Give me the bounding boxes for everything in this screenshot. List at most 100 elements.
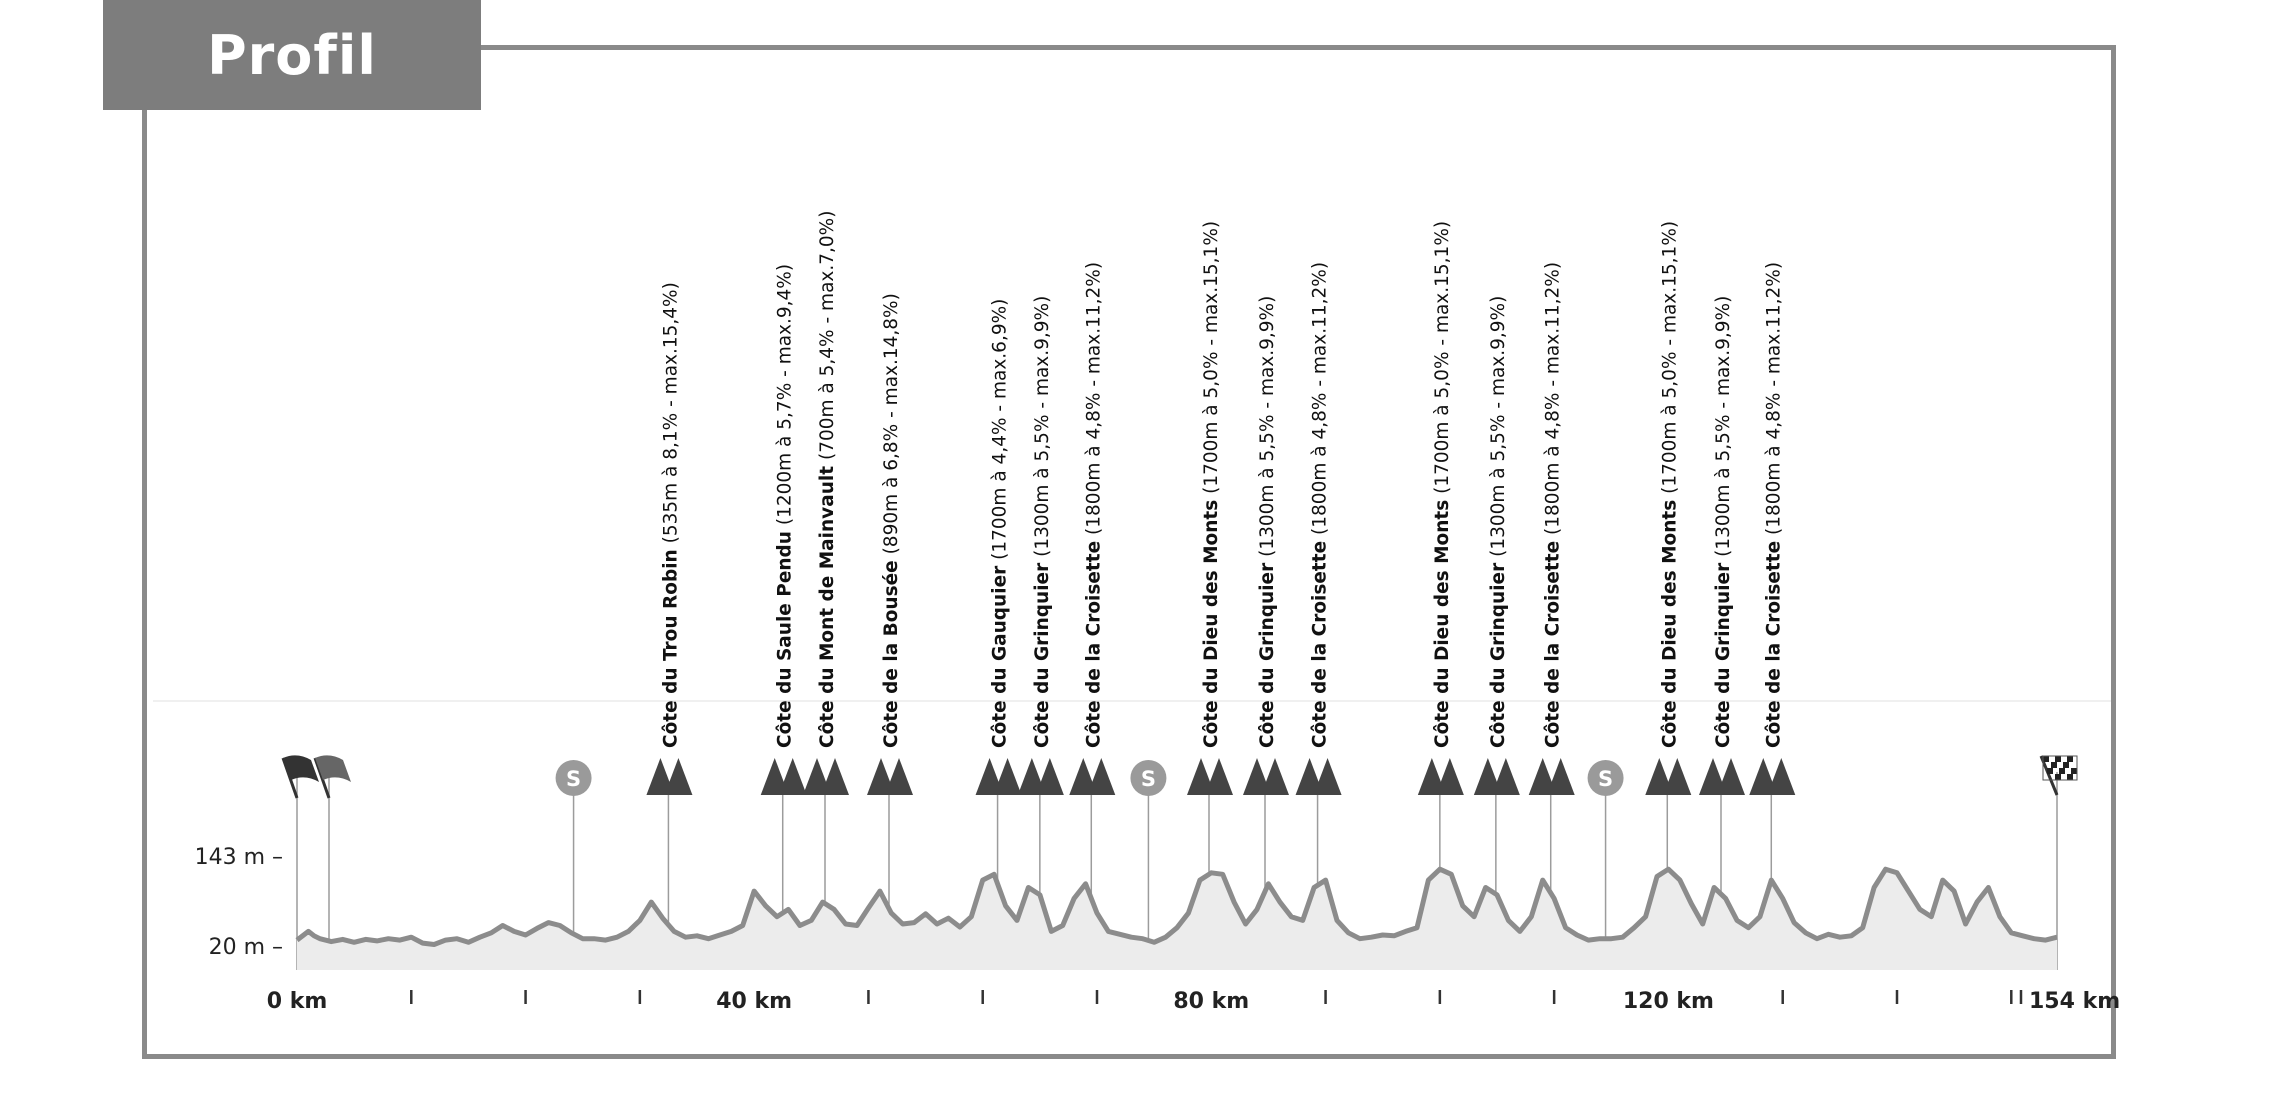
climb-detail: (700m à 5,4% - max.7,0%)	[817, 211, 838, 466]
sprint-icon	[1587, 760, 1624, 796]
x-tick-label: 0 km	[267, 989, 328, 1014]
climb-label: Côte du Dieu des Monts (1700m à 5,0% - m…	[1659, 221, 1680, 748]
climb-icon	[993, 758, 1022, 795]
climb-detail: (1800m à 4,8% - max.11,2%)	[1543, 262, 1564, 541]
climb-label: Côte du Grinquier (1300m à 5,5% - max.9,…	[1488, 296, 1509, 748]
climb-icon	[1435, 758, 1464, 795]
finish-flag-check	[2063, 762, 2069, 768]
climb-label: Côte du Saule Pendu (1200m à 5,7% - max.…	[775, 264, 796, 748]
climb-label: Côte de la Croisette (1800m à 4,8% - max…	[1310, 262, 1331, 748]
climb-label: Côte du Grinquier (1300m à 5,5% - max.9,…	[1713, 296, 1734, 748]
climb-detail: (1300m à 5,5% - max.9,9%)	[1713, 296, 1734, 563]
climb-label: Côte de la Croisette (1800m à 4,8% - max…	[1083, 262, 1104, 748]
climb-name: Côte de la Croisette	[1083, 541, 1104, 748]
x-tick-label: 80 km	[1173, 989, 1249, 1014]
climb-icon	[821, 758, 849, 795]
sprint-label: S	[566, 767, 581, 791]
sprint-label: S	[1141, 767, 1156, 791]
climb-icon	[1767, 758, 1796, 795]
climb-name: Côte de la Croisette	[1310, 541, 1331, 748]
climb-icon	[1699, 758, 1727, 795]
climb-name: Côte du Mont de Mainvault	[817, 466, 838, 748]
page-title: Profil	[103, 0, 481, 110]
climb-name: Côte de la Croisette	[1543, 541, 1564, 748]
climb-detail: (1700m à 4,4% - max.6,9%)	[990, 299, 1011, 566]
climb-label: Côte du Gauquier (1700m à 4,4% - max.6,9…	[990, 299, 1011, 748]
finish-flag-check	[2067, 756, 2073, 762]
climb-icon	[1645, 758, 1674, 795]
climb-label: Côte de la Croisette (1800m à 4,8% - max…	[1543, 262, 1564, 748]
finish-flag-check	[2051, 762, 2057, 768]
climb-icon	[1546, 758, 1575, 795]
climb-detail: (1700m à 5,0% - max.15,1%)	[1659, 221, 1680, 500]
elevation-area-fill	[297, 869, 2057, 970]
start-flag-icon	[283, 755, 319, 782]
climb-icon	[885, 758, 913, 795]
climb-icon	[1717, 758, 1745, 795]
climb-detail: (1200m à 5,7% - max.9,4%)	[775, 264, 796, 531]
climb-labels: Côte du Trou Robin (535m à 8,1% - max.15…	[660, 211, 1784, 748]
climb-name: Côte du Grinquier	[1257, 562, 1278, 748]
climb-icon	[1473, 758, 1502, 795]
climb-icon	[867, 758, 895, 795]
climb-name: Côte du Trou Robin	[660, 549, 681, 748]
elevation-line	[295, 866, 2058, 947]
climb-icon	[1087, 758, 1116, 795]
finish-flag-icon	[2039, 755, 2078, 796]
climb-label: Côte du Dieu des Monts (1700m à 5,0% - m…	[1201, 221, 1222, 748]
climb-name: Côte du Gauquier	[990, 565, 1011, 748]
climb-detail: (1800m à 4,8% - max.11,2%)	[1310, 262, 1331, 541]
climb-detail: (535m à 8,1% - max.15,4%)	[660, 282, 681, 549]
climb-icon	[1295, 758, 1324, 795]
climb-icon	[1243, 758, 1271, 795]
finish-flag-check	[2043, 756, 2049, 762]
x-tick-label: 154 km	[2029, 989, 2120, 1014]
climb-icon	[1491, 758, 1520, 795]
chart-top-band	[153, 700, 2111, 702]
climb-label: Côte du Trou Robin (535m à 8,1% - max.15…	[660, 282, 681, 748]
climb-icon	[803, 758, 831, 795]
chart-background	[153, 700, 2111, 702]
climb-detail: (1700m à 5,0% - max.15,1%)	[1201, 221, 1222, 500]
climb-icon	[1069, 758, 1098, 795]
climb-name: Côte du Grinquier	[1713, 562, 1734, 748]
climb-name: Côte de la Croisette	[1763, 541, 1784, 748]
climb-label: Côte du Grinquier (1300m à 5,5% - max.9,…	[1257, 296, 1278, 748]
axes: 143 m – 20 m – 0 km 40 km 80 km 120 km 154 km	[195, 845, 2121, 1014]
profile-frame	[142, 45, 2116, 1059]
finish-flag-check	[2067, 774, 2073, 780]
finish-flag-pole	[2039, 755, 2059, 796]
climb-icon	[1261, 758, 1289, 795]
climb-detail: (1800m à 4,8% - max.11,2%)	[1763, 262, 1784, 541]
climb-detail: (1300m à 5,5% - max.9,9%)	[1257, 296, 1278, 563]
sprint-icon	[555, 760, 592, 796]
climb-icon	[1749, 758, 1778, 795]
finish-flag-check	[2055, 774, 2061, 780]
climb-icon	[1313, 758, 1342, 795]
climb-name: Côte du Saule Pendu	[775, 531, 796, 748]
x-tick-label: 40 km	[716, 989, 792, 1014]
x-tick-label: 120 km	[1623, 989, 1714, 1014]
finish-flag-check	[2047, 768, 2053, 774]
climb-icon	[1205, 758, 1233, 795]
climb-name: Côte du Grinquier	[1488, 562, 1509, 748]
start-flag-pole-icon	[281, 757, 299, 799]
y-tick-label: 20 m –	[209, 935, 283, 960]
sprint-icon	[1130, 760, 1167, 796]
finish-flag-check	[2059, 768, 2065, 774]
climb-label: Côte du Dieu des Monts (1700m à 5,0% - m…	[1432, 221, 1453, 748]
climb-icon	[1187, 758, 1215, 795]
sprint-label: S	[1598, 767, 1613, 791]
climb-name: Côte du Grinquier	[1032, 562, 1053, 748]
climb-icon	[778, 758, 807, 795]
climb-detail: (890m à 6,8% - max.14,8%)	[881, 293, 902, 560]
elevation-area	[295, 866, 2058, 970]
finish-flag-border	[2042, 755, 2078, 781]
climb-label: Côte de la Bousée (890m à 6,8% - max.14,…	[881, 293, 902, 748]
climb-icon	[1663, 758, 1692, 795]
climb-icon	[760, 758, 789, 795]
climb-icon	[1017, 758, 1046, 795]
climb-icon	[1528, 758, 1557, 795]
